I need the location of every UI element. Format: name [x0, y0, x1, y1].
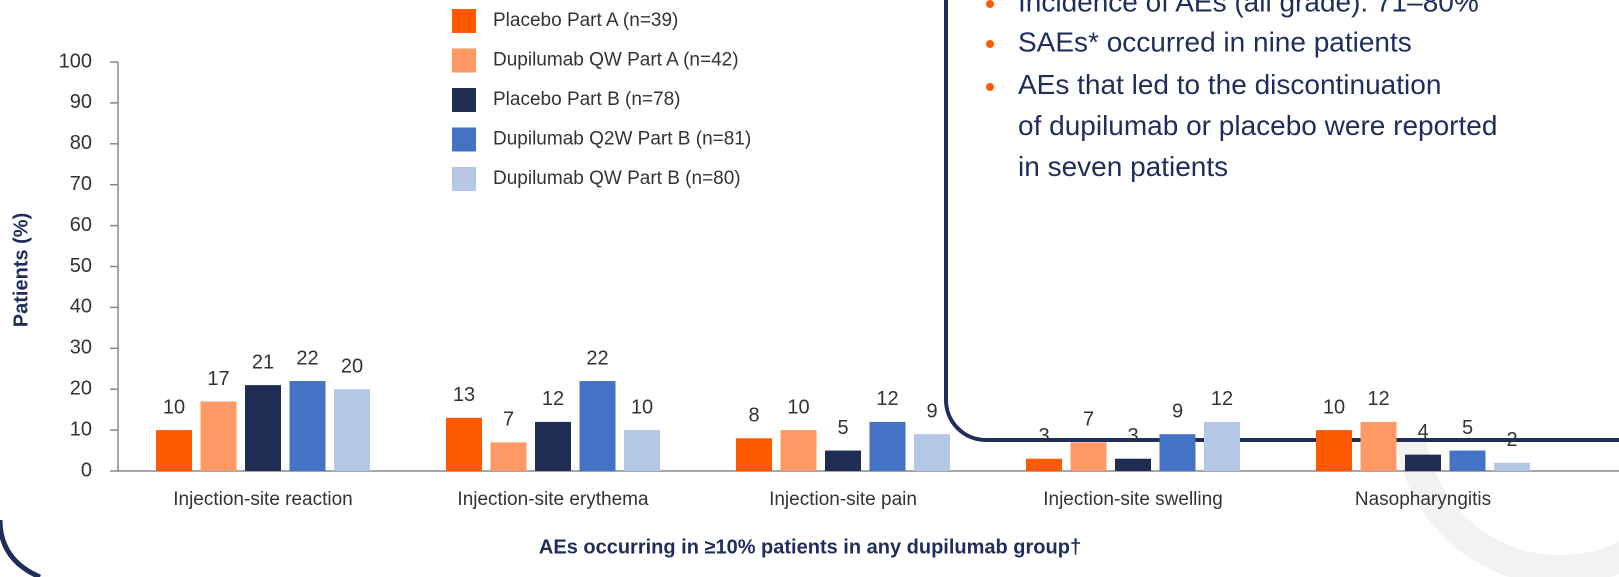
callout-box — [944, 0, 1619, 442]
value-label: 13 — [453, 384, 475, 406]
value-label: 7 — [503, 409, 514, 431]
value-label: 3 — [1127, 425, 1138, 447]
legend-swatch — [452, 167, 476, 191]
y-tick-label: 30 — [70, 337, 92, 359]
bar — [780, 430, 817, 471]
x-tick-label: Injection-site erythema — [457, 489, 649, 510]
legend-label: Placebo Part B (n=78) — [493, 89, 680, 110]
value-label: 8 — [748, 405, 759, 427]
value-label: 21 — [252, 351, 274, 373]
bullet — [986, 0, 994, 8]
x-axis-label: AEs occurring in ≥10% patients in any du… — [539, 536, 1081, 558]
value-label: 12 — [876, 388, 898, 410]
bar — [1204, 421, 1240, 471]
value-label: 12 — [542, 388, 564, 410]
bar — [736, 438, 772, 471]
legend-label: Placebo Part A (n=39) — [493, 10, 678, 31]
legend-swatch — [452, 127, 476, 152]
bar — [490, 442, 527, 471]
callout-text: SAEs* occurred in nine patients — [1018, 26, 1412, 57]
bullet — [986, 83, 994, 91]
callout-line: AEs that led to the discontinuation — [1018, 69, 1441, 100]
y-tick-label: 10 — [70, 418, 92, 440]
value-label: 5 — [1462, 417, 1473, 439]
legend-label: Dupilumab Q2W Part B (n=81) — [493, 129, 751, 150]
value-label: 17 — [207, 368, 229, 390]
bar — [914, 434, 950, 471]
bar — [1115, 458, 1151, 471]
value-label: 10 — [631, 396, 653, 418]
value-label: 9 — [1172, 400, 1183, 422]
bar — [1405, 454, 1441, 471]
y-tick-label: 80 — [70, 132, 92, 154]
bar — [624, 430, 660, 471]
bar — [1494, 462, 1530, 471]
legend-swatch — [452, 48, 476, 73]
bar — [579, 381, 616, 471]
y-tick-label: 100 — [59, 50, 92, 72]
bar — [535, 421, 571, 471]
y-tick-label: 70 — [70, 173, 92, 195]
bullet — [986, 40, 994, 48]
bar — [289, 381, 326, 471]
y-tick-label: 40 — [70, 296, 92, 318]
value-label: 22 — [296, 347, 318, 369]
callout-line: in seven patients — [1018, 151, 1228, 182]
callout-line: of dupilumab or placebo were reported — [1018, 110, 1497, 141]
x-tick-label: Injection-site pain — [769, 489, 917, 510]
value-label: 10 — [1323, 396, 1345, 418]
bar — [200, 401, 237, 471]
y-tick-label: 0 — [81, 459, 92, 481]
value-label: 9 — [926, 400, 937, 422]
bar — [869, 421, 906, 471]
y-tick-label: 90 — [70, 91, 92, 113]
bar — [156, 430, 192, 471]
legend-label: Dupilumab QW Part A (n=42) — [493, 50, 739, 71]
value-label: 7 — [1083, 409, 1094, 431]
callout-text: AEs that led to the discontinuation of du… — [1018, 69, 1497, 182]
y-tick-label: 20 — [70, 377, 92, 399]
bar — [245, 385, 281, 471]
y-axis-label: Patients (%) — [10, 213, 32, 327]
bar — [1360, 421, 1397, 471]
y-tick-label: 60 — [70, 214, 92, 236]
value-label: 22 — [586, 347, 608, 369]
legend-label: Dupilumab QW Part B (n=80) — [493, 168, 741, 189]
bar — [1449, 450, 1486, 471]
x-tick-label: Nasopharyngitis — [1355, 489, 1491, 510]
decor-curve — [0, 519, 42, 577]
value-label: 5 — [837, 417, 848, 439]
callout-text: Incidence of AEs (all grade): 71–80% — [1018, 0, 1479, 17]
bar — [825, 450, 861, 471]
bar — [334, 389, 370, 471]
value-label: 2 — [1506, 429, 1517, 451]
value-label: 12 — [1367, 388, 1389, 410]
y-tick-label: 50 — [70, 255, 92, 277]
legend-swatch — [452, 88, 476, 112]
legend-swatch — [452, 9, 476, 33]
value-label: 10 — [787, 396, 809, 418]
bar — [1159, 434, 1196, 471]
value-label: 3 — [1038, 425, 1049, 447]
value-label: 4 — [1417, 421, 1428, 443]
x-tick-label: Injection-site swelling — [1043, 489, 1223, 510]
value-label: 20 — [341, 355, 363, 377]
value-label: 10 — [163, 396, 185, 418]
value-label: 12 — [1211, 388, 1233, 410]
bar — [1316, 430, 1352, 471]
bar — [1026, 458, 1062, 471]
bar — [1070, 442, 1107, 471]
bar — [446, 417, 482, 471]
callout: Incidence of AEs (all grade): 71–80% SAE… — [944, 0, 1619, 442]
x-tick-label: Injection-site reaction — [173, 489, 353, 510]
